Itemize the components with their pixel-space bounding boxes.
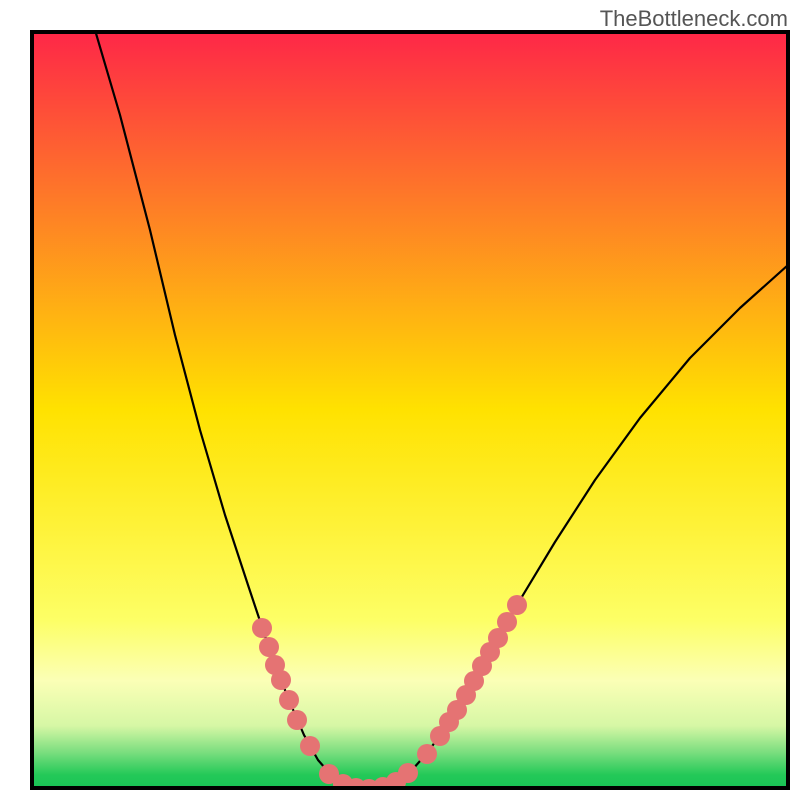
scatter-dot [259,637,279,657]
scatter-dot [497,612,517,632]
scatter-dot [252,618,272,638]
chart-container: TheBottleneck.com [0,0,800,800]
plot-svg [0,0,800,800]
scatter-dot [279,690,299,710]
scatter-dot [300,736,320,756]
scatter-dot [287,710,307,730]
scatter-dot [398,763,418,783]
watermark-text: TheBottleneck.com [600,6,788,32]
gradient-background [34,34,786,786]
scatter-dot [507,595,527,615]
scatter-dot [271,670,291,690]
scatter-dot [417,744,437,764]
